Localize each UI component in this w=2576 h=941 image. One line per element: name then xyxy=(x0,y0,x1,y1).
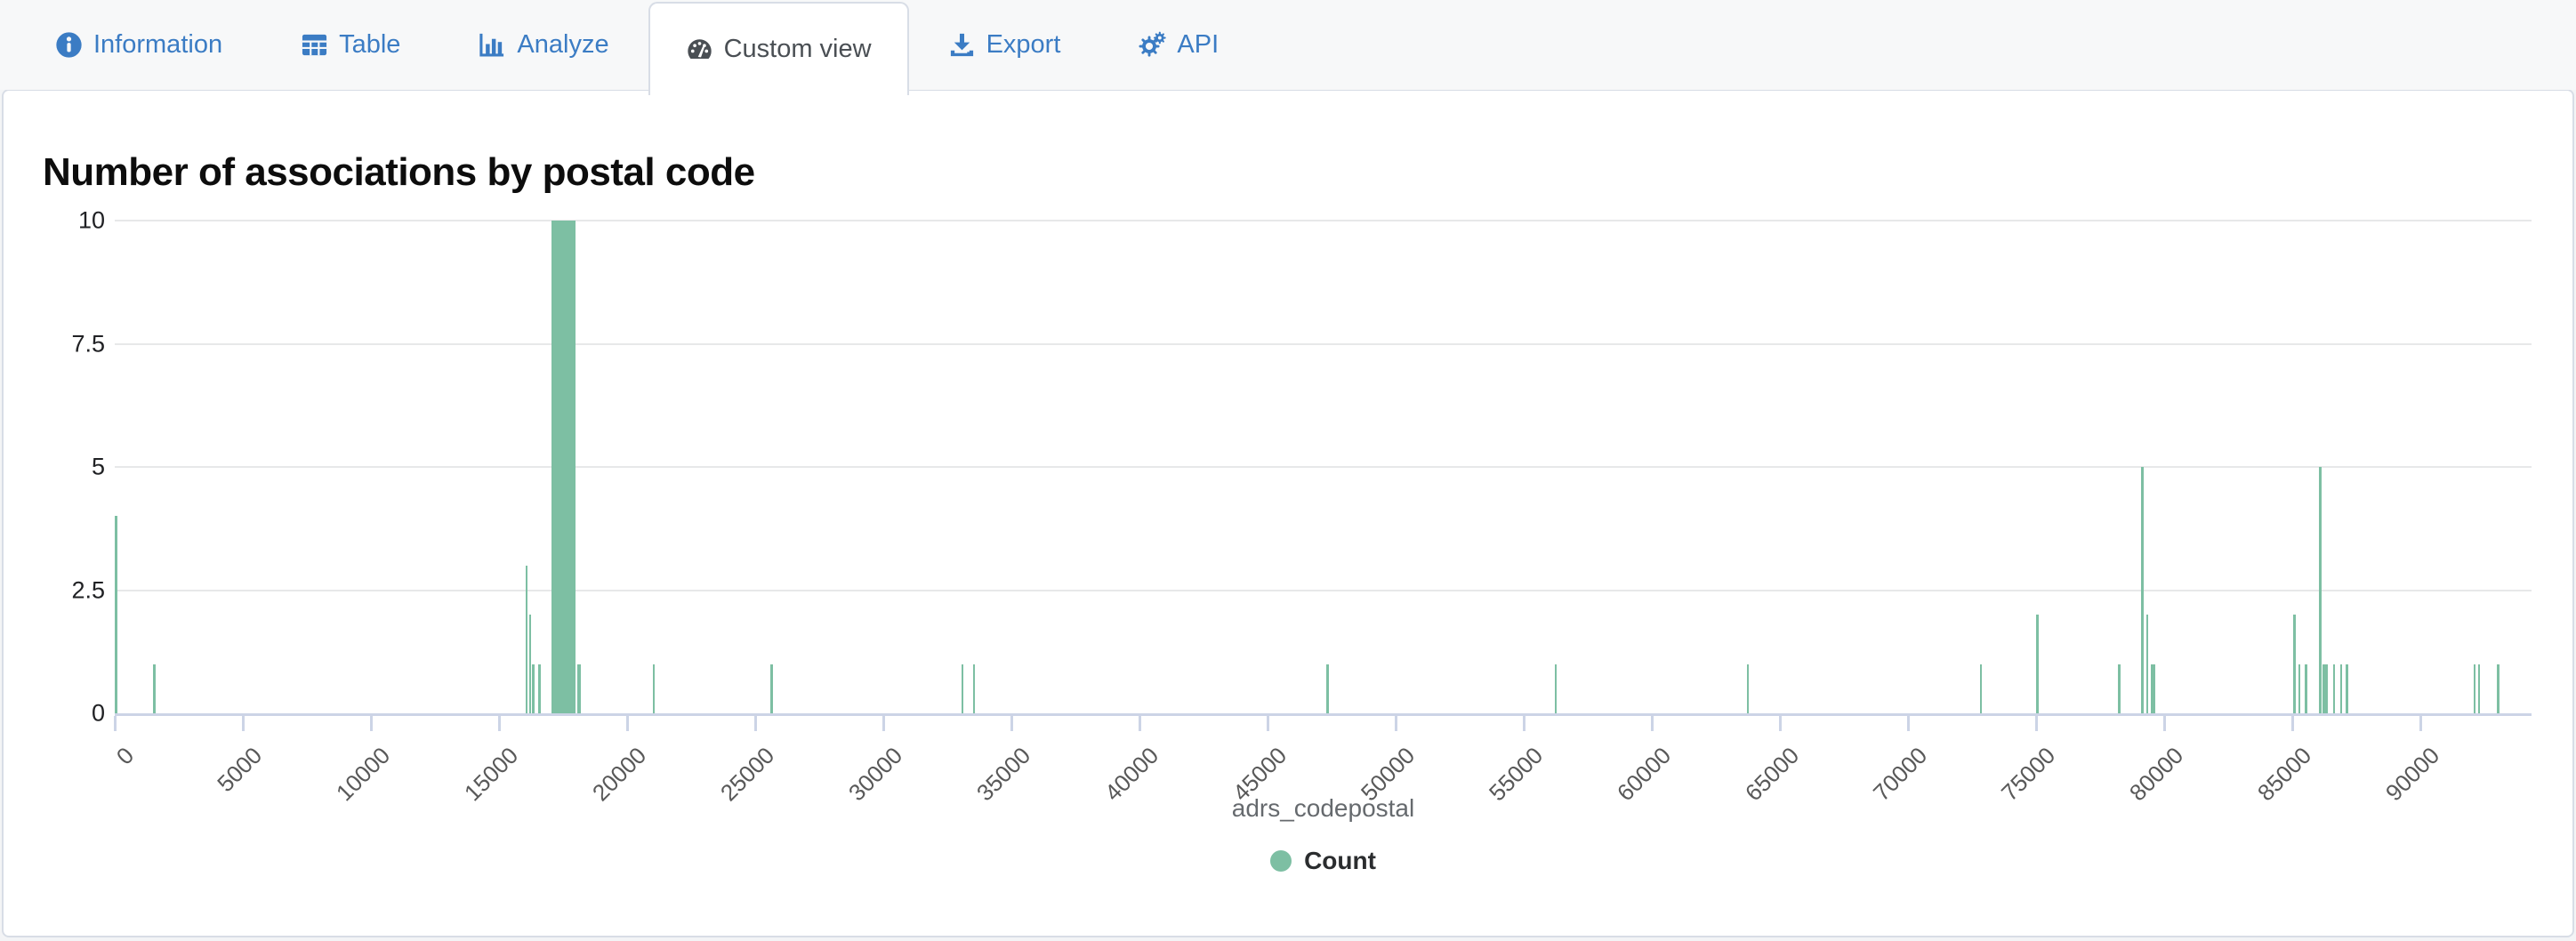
bar xyxy=(2325,664,2329,713)
bar xyxy=(528,615,532,713)
bar xyxy=(2477,664,2481,713)
x-axis-title: adrs_codepostal xyxy=(1231,794,1415,822)
gears-icon xyxy=(1139,31,1167,57)
y-tick-label: 5 xyxy=(91,453,105,480)
x-tick-mark xyxy=(1395,716,1397,731)
tab-label: Information xyxy=(93,30,223,59)
bar xyxy=(551,221,576,713)
x-tick-label: 0 xyxy=(110,742,140,770)
bar xyxy=(2322,664,2325,713)
bar xyxy=(538,664,541,713)
x-tick-mark xyxy=(498,716,501,731)
table-icon xyxy=(302,34,327,56)
x-tick-mark xyxy=(626,716,629,731)
legend-label: Count xyxy=(1304,847,1376,874)
bar xyxy=(2145,615,2149,713)
x-tick-mark xyxy=(1779,716,1782,731)
bar xyxy=(2497,664,2500,713)
x-tick-mark xyxy=(2419,716,2422,731)
bar xyxy=(2151,664,2156,713)
x-tick-mark xyxy=(1010,716,1013,731)
x-tick-mark xyxy=(1651,716,1654,731)
tab-analyze[interactable]: Analyze xyxy=(439,0,648,90)
tab-custom-view[interactable]: Custom view xyxy=(648,2,909,95)
content-panel xyxy=(2,89,2574,937)
download-icon xyxy=(950,33,973,57)
bar xyxy=(961,664,964,713)
bar xyxy=(2319,467,2322,713)
bar xyxy=(525,565,528,713)
bar xyxy=(2346,664,2349,713)
tab-export[interactable]: Export xyxy=(909,0,1100,90)
bar xyxy=(2141,467,2144,713)
bar xyxy=(2339,664,2343,713)
bar xyxy=(2305,664,2307,713)
bar xyxy=(652,664,656,713)
x-tick-mark xyxy=(2291,716,2294,731)
bar xyxy=(2118,664,2121,713)
y-gridline xyxy=(115,342,2532,345)
x-tick-mark xyxy=(1907,716,1910,731)
legend-swatch-count xyxy=(1270,850,1292,872)
bar xyxy=(115,516,117,713)
page-title: Number of associations by postal code xyxy=(43,150,755,195)
chart-legend: Count xyxy=(115,841,2532,881)
bar xyxy=(576,664,582,713)
y-tick-label: 0 xyxy=(91,699,105,727)
tab-bar: Information Table Analyze xyxy=(0,0,2576,95)
y-tick-label: 10 xyxy=(77,206,105,234)
x-tick-mark xyxy=(114,716,117,731)
y-tick-label: 2.5 xyxy=(71,576,105,603)
x-tick-mark xyxy=(2163,716,2166,731)
x-tick-mark xyxy=(882,716,885,731)
tab-table[interactable]: Table xyxy=(262,0,439,90)
y-gridline xyxy=(115,589,2532,591)
bar xyxy=(972,664,976,713)
x-tick-mark xyxy=(2035,716,2038,731)
tab-information[interactable]: Information xyxy=(16,0,262,90)
bar xyxy=(1554,664,1558,713)
tab-label: Table xyxy=(339,30,401,59)
tab-label: Analyze xyxy=(517,30,609,59)
tab-label: Custom view xyxy=(723,35,872,63)
gauge-icon xyxy=(687,39,712,59)
bar xyxy=(2298,664,2301,713)
x-axis-line xyxy=(115,713,2532,716)
tab-label: Export xyxy=(986,30,1061,59)
x-tick-mark xyxy=(754,716,757,731)
bar xyxy=(1979,664,1983,713)
bar xyxy=(1746,664,1750,713)
x-tick-mark xyxy=(370,716,373,731)
bar xyxy=(153,664,156,713)
bar xyxy=(532,664,535,713)
bar xyxy=(770,664,773,713)
x-tick-mark xyxy=(242,716,245,731)
bar-chart-icon xyxy=(479,33,504,57)
tab-list: Information Table Analyze xyxy=(0,0,2576,95)
bar xyxy=(2332,664,2336,713)
y-tick-label: 7.5 xyxy=(71,330,105,357)
tab-api[interactable]: API xyxy=(1099,0,1258,90)
tab-label: API xyxy=(1177,30,1220,59)
bar xyxy=(2473,664,2476,713)
bar xyxy=(2293,615,2297,713)
bar xyxy=(1326,664,1329,713)
x-tick-label: 5000 xyxy=(212,742,268,798)
y-gridline xyxy=(115,466,2532,468)
info-circle-icon xyxy=(56,32,82,58)
bar xyxy=(2036,615,2039,713)
x-tick-mark xyxy=(1139,716,1141,731)
x-tick-mark xyxy=(1523,716,1525,731)
y-gridline xyxy=(115,220,2532,221)
x-tick-mark xyxy=(1267,716,1269,731)
